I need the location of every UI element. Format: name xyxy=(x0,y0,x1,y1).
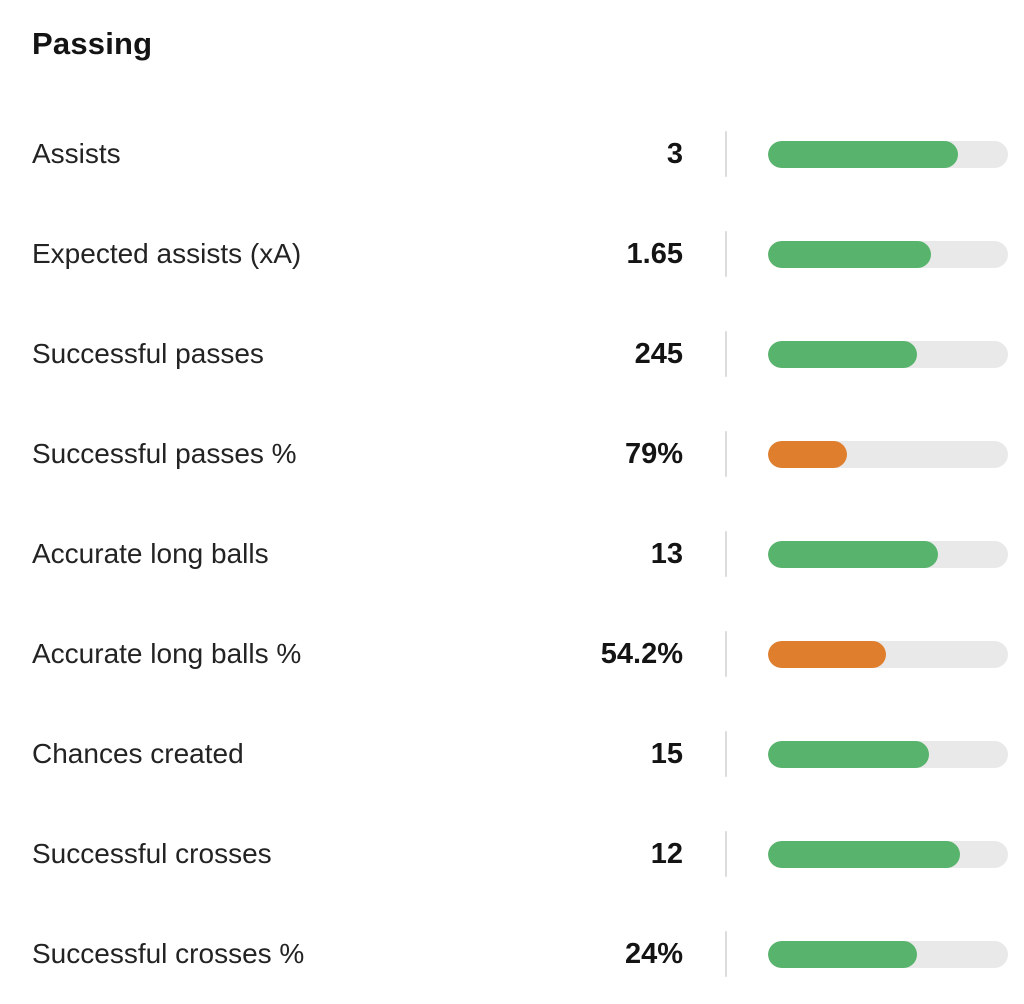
stat-bar-fill xyxy=(768,840,960,868)
stat-divider xyxy=(725,431,727,477)
stat-label: Expected assists (xA) xyxy=(32,238,302,269)
stat-label: Successful passes % xyxy=(32,438,297,469)
stat-row-successful-passes-pct: Successful passes % 79% xyxy=(32,404,1008,504)
stat-value: 1.65 xyxy=(626,237,683,270)
stat-bar-track xyxy=(768,740,1008,768)
stat-row-accurate-long-balls: Accurate long balls 13 xyxy=(32,504,1008,604)
stat-label: Successful passes xyxy=(32,338,264,369)
stat-value: 3 xyxy=(666,137,683,170)
stat-value: 79% xyxy=(624,437,683,470)
stat-value: 12 xyxy=(650,837,683,870)
stat-bar-track xyxy=(768,840,1008,868)
stat-bar-track xyxy=(768,240,1008,268)
stat-bar-track xyxy=(768,540,1008,568)
stat-divider xyxy=(725,131,727,177)
stat-row-successful-crosses-pct: Successful crosses % 24% xyxy=(32,904,1008,1004)
stat-row-chances-created: Chances created 15 xyxy=(32,704,1008,804)
stat-value: 15 xyxy=(650,737,683,770)
stat-bar-fill xyxy=(768,240,932,268)
stat-row-accurate-long-balls-pct: Accurate long balls % 54.2% xyxy=(32,604,1008,704)
stat-row-expected-assists: Expected assists (xA) 1.65 xyxy=(32,204,1008,304)
section-title: Passing xyxy=(32,26,153,61)
stat-bar-fill xyxy=(768,340,917,368)
stat-label: Successful crosses xyxy=(32,838,272,869)
stat-bar-track xyxy=(768,140,1008,168)
stat-divider xyxy=(725,231,727,277)
stat-bar-track xyxy=(768,640,1008,668)
stat-value: 24% xyxy=(624,937,683,970)
stat-divider xyxy=(725,531,727,577)
stat-bar-track xyxy=(768,440,1008,468)
stat-bar-track xyxy=(768,340,1008,368)
stat-bar-fill xyxy=(768,440,848,468)
stat-row-assists: Assists 3 xyxy=(32,104,1008,204)
stat-value: 245 xyxy=(634,337,683,370)
stat-divider xyxy=(725,631,727,677)
stat-bar-track xyxy=(768,940,1008,968)
stat-label: Accurate long balls xyxy=(32,538,269,569)
stat-bar-fill xyxy=(768,540,939,568)
stat-value: 13 xyxy=(650,537,683,570)
stat-bar-fill xyxy=(768,140,958,168)
stat-label: Assists xyxy=(32,138,121,169)
stat-divider xyxy=(725,331,727,377)
stat-row-successful-passes: Successful passes 245 xyxy=(32,304,1008,404)
stat-divider xyxy=(725,831,727,877)
stat-row-successful-crosses: Successful crosses 12 xyxy=(32,804,1008,904)
stat-label: Successful crosses % xyxy=(32,938,305,969)
stat-bar-fill xyxy=(768,940,917,968)
stat-bar-fill xyxy=(768,740,929,768)
stat-label: Chances created xyxy=(32,738,244,769)
stat-value: 54.2% xyxy=(600,637,683,670)
stat-divider xyxy=(725,731,727,777)
stats-list: Assists 3 Expected assists (xA) 1.65 Suc… xyxy=(32,104,1008,1004)
stat-divider xyxy=(725,931,727,977)
stat-bar-fill xyxy=(768,640,886,668)
stat-label: Accurate long balls % xyxy=(32,638,302,669)
